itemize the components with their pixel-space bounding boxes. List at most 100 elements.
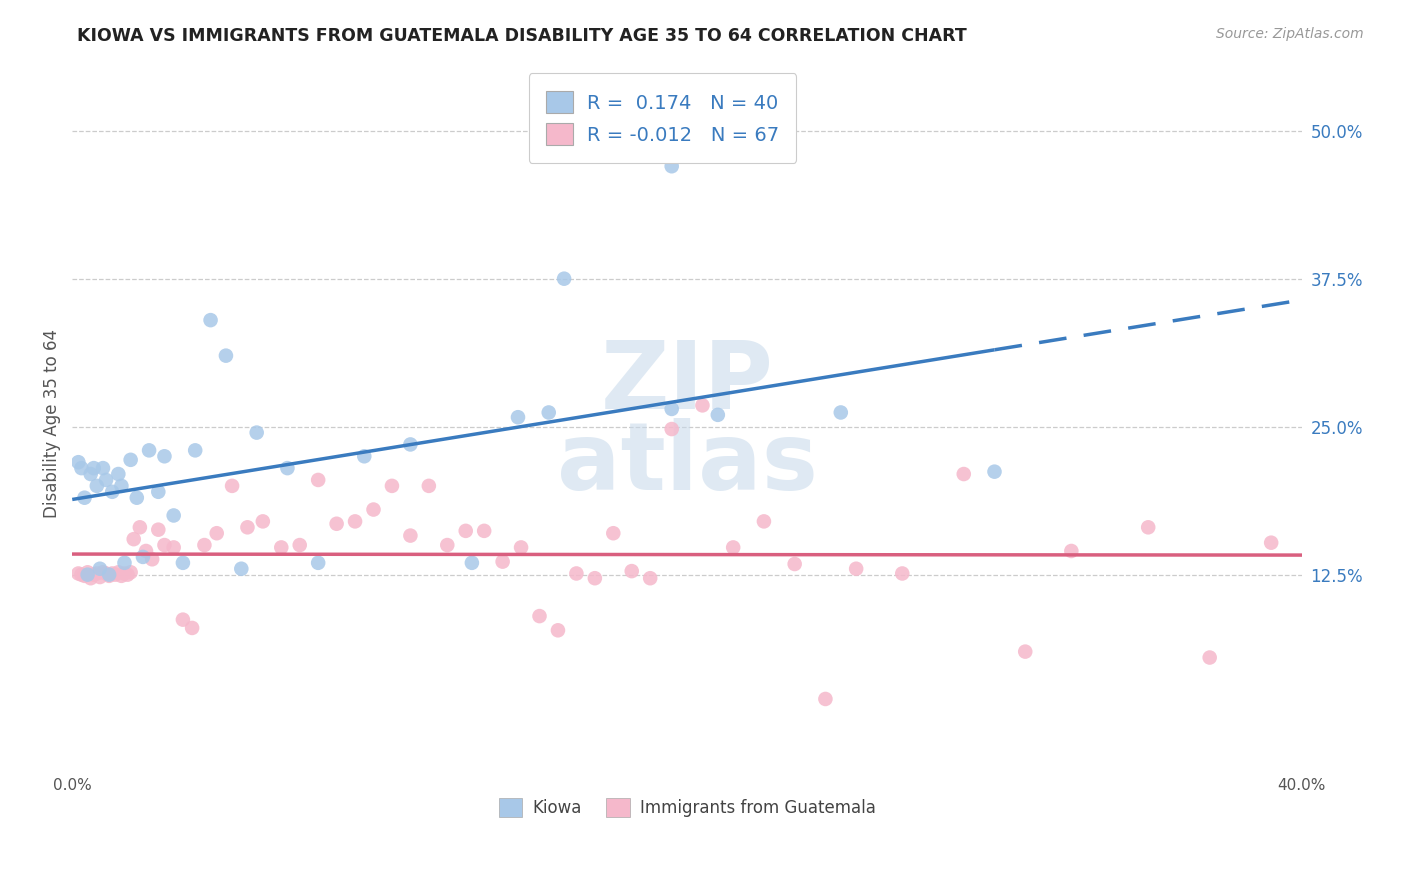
Point [122,532,145,546]
Point [547,624,569,638]
Text: ZIP
atlas: ZIP atlas [557,337,817,510]
Point [107,566,129,580]
Point [707,408,730,422]
Point [86,479,108,493]
Point [472,524,495,538]
Point [231,562,253,576]
Point [110,479,132,493]
Point [79,571,101,585]
Point [200,313,222,327]
Point [172,613,194,627]
Point [94,566,117,581]
Point [101,566,124,581]
Point [529,609,551,624]
Point [94,473,117,487]
Point [461,556,484,570]
Point [1014,645,1036,659]
Point [91,461,114,475]
Point [1137,520,1160,534]
Point [307,556,329,570]
Point [89,570,111,584]
Point [215,349,238,363]
Point [148,484,170,499]
Point [76,566,98,580]
Point [661,159,683,173]
Point [752,515,775,529]
Point [276,461,298,475]
Point [101,484,124,499]
Point [70,461,93,475]
Point [138,443,160,458]
Point [638,571,661,585]
Text: Source: ZipAtlas.com: Source: ZipAtlas.com [1216,27,1364,41]
Point [399,437,422,451]
Point [181,621,204,635]
Point [399,528,422,542]
Point [135,544,157,558]
Point [510,541,533,555]
Point [891,566,914,581]
Point [553,271,575,285]
Point [602,526,624,541]
Point [86,566,108,581]
Point [620,564,643,578]
Point [830,405,852,419]
Point [583,571,606,585]
Y-axis label: Disability Age 35 to 64: Disability Age 35 to 64 [44,329,60,518]
Point [845,562,868,576]
Point [184,443,207,458]
Point [73,491,96,505]
Point [307,473,329,487]
Point [344,515,367,529]
Point [117,567,139,582]
Point [363,502,385,516]
Point [107,467,129,481]
Point [110,569,132,583]
Point [783,557,806,571]
Point [98,567,121,582]
Point [67,455,90,469]
Point [246,425,269,440]
Point [70,567,93,582]
Legend: Kiowa, Immigrants from Guatemala: Kiowa, Immigrants from Guatemala [492,791,882,824]
Point [163,541,186,555]
Point [98,569,121,583]
Point [381,479,404,493]
Point [120,566,142,580]
Point [1198,650,1220,665]
Point [491,555,513,569]
Point [76,567,98,582]
Text: KIOWA VS IMMIGRANTS FROM GUATEMALA DISABILITY AGE 35 TO 64 CORRELATION CHART: KIOWA VS IMMIGRANTS FROM GUATEMALA DISAB… [77,27,967,45]
Point [721,541,744,555]
Point [104,567,127,582]
Point [221,479,243,493]
Point [537,405,560,419]
Point [83,567,105,582]
Point [141,552,163,566]
Point [353,450,375,464]
Point [132,549,155,564]
Point [120,453,142,467]
Point [128,520,150,534]
Point [193,538,215,552]
Point [114,566,136,581]
Point [814,692,837,706]
Point [1060,544,1083,558]
Point [73,569,96,583]
Point [983,465,1005,479]
Point [205,526,228,541]
Point [89,562,111,576]
Point [91,566,114,580]
Point [436,538,458,552]
Point [325,516,347,531]
Point [67,566,90,581]
Point [236,520,259,534]
Point [661,422,683,436]
Point [270,541,292,555]
Point [952,467,974,481]
Point [163,508,186,523]
Point [148,523,170,537]
Point [506,410,529,425]
Point [454,524,477,538]
Point [692,398,714,412]
